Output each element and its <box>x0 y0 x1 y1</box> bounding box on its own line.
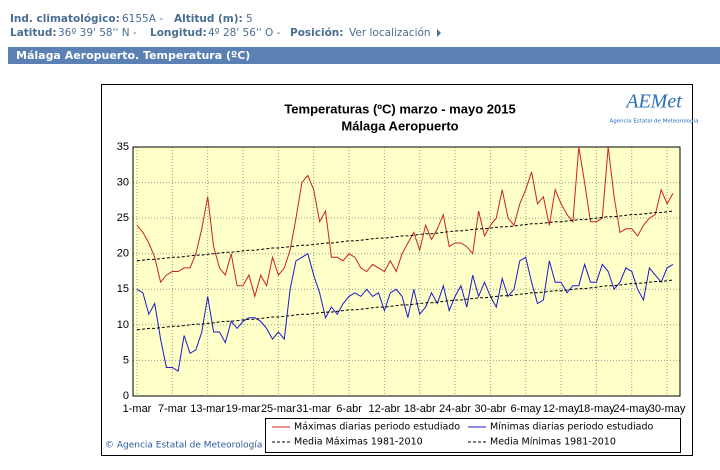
x-tick-label: 25-mar <box>261 403 296 415</box>
plot-area <box>133 147 680 396</box>
ind-value: 6155A - <box>122 13 163 25</box>
lat-label: Latitud: <box>10 27 57 39</box>
x-tick-label: 30-abr <box>475 403 507 415</box>
y-tick-label: 0 <box>123 390 129 402</box>
x-tick-label: 6-abr <box>336 403 362 415</box>
plot: 0 5 10 15 20 25 30 35 1-mar 7-mar 13-mar 19-mar 25-m… <box>117 141 686 448</box>
chart-subtitle: Málaga Aeropuerto <box>341 118 458 133</box>
y-tick-label: 10 <box>117 319 129 331</box>
section-title: Málaga Aeropuerto. Temperatura (ºC) <box>16 49 250 62</box>
y-tick-label: 15 <box>117 283 129 295</box>
section-bar <box>8 47 720 64</box>
x-tick-label: 18-abr <box>404 403 436 415</box>
link-arrow <box>437 29 441 37</box>
x-tick-label: 1-mar <box>123 403 152 415</box>
y-tick-label: 5 <box>123 354 129 366</box>
x-tick-label: 31-mar <box>296 403 331 415</box>
legend-label: Media Mínimas 1981-2010 <box>490 437 616 448</box>
alt-label: Altitud (m): <box>174 13 243 25</box>
legend-label: Mínimas diarias periodo estudiado <box>490 422 654 433</box>
chart-title: Temperaturas (ºC) marzo - mayo 2015 <box>284 101 515 116</box>
series-line <box>136 146 674 299</box>
x-tick-label: 6-may <box>510 403 541 415</box>
y-tick-label: 20 <box>117 248 129 260</box>
alt-value: 5 <box>246 13 253 25</box>
legend-frame <box>265 418 681 453</box>
x-tick-label: 18-may <box>578 403 615 415</box>
pos-link[interactable]: Ver localización <box>349 27 431 39</box>
lon-label: Longitud: <box>150 27 207 39</box>
copyright: © Agencia Estatal de Meteorología <box>105 441 262 451</box>
pos-label: Posición: <box>290 27 343 39</box>
x-tick-label: 24-may <box>613 403 650 415</box>
x-tick-label: 19-mar <box>226 403 261 415</box>
y-tick-label: 35 <box>117 141 129 153</box>
x-tick-label: 12-may <box>543 403 580 415</box>
lat-value: 36º 39' 58'' N - <box>58 27 137 39</box>
x-tick-label: 7-mar <box>158 403 187 415</box>
x-tick-label: 13-mar <box>190 403 225 415</box>
x-tick-label: 30-may <box>649 403 686 415</box>
x-tick-label: 12-abr <box>368 403 400 415</box>
series-line <box>136 252 674 372</box>
logo-sub: Agencia Estatal de Meteorología <box>610 118 699 125</box>
plot-border <box>132 146 681 397</box>
ind-label: Ind. climatológico: <box>10 13 120 25</box>
logo: AEMet <box>624 91 682 113</box>
lon-value: 4º 28' 56'' O - <box>208 27 281 39</box>
legend-label: Media Máximas 1981-2010 <box>294 437 423 448</box>
legend-label: Máximas diarias periodo estudiado <box>294 422 460 433</box>
x-tick-label: 24-abr <box>439 403 471 415</box>
y-tick-label: 30 <box>117 176 129 188</box>
y-tick-label: 25 <box>117 212 129 224</box>
